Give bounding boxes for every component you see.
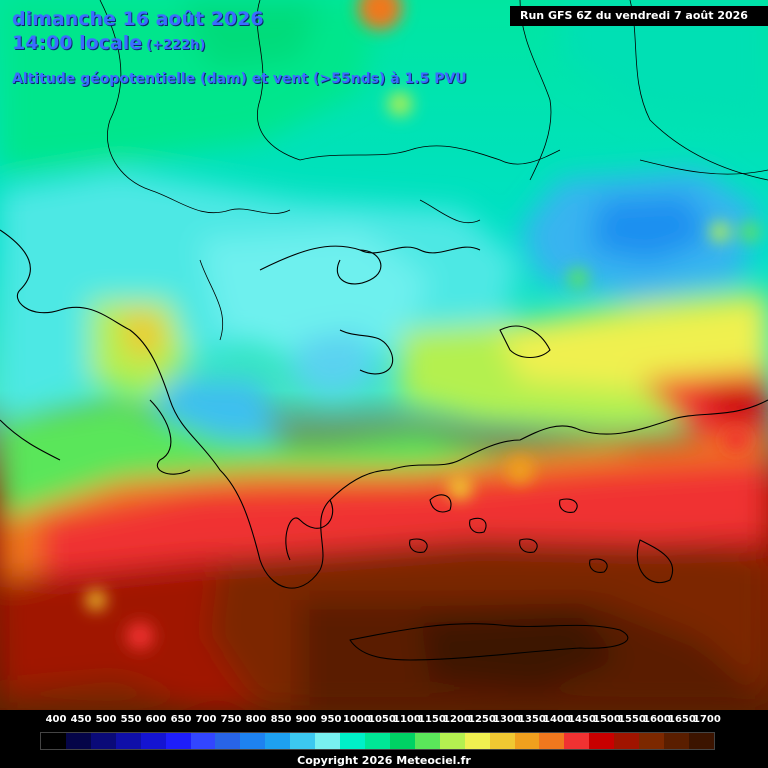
legend-label: 450 — [70, 714, 92, 725]
legend-label: 700 — [195, 714, 217, 725]
legend-swatch — [564, 733, 590, 749]
legend-swatch — [340, 733, 365, 749]
legend-swatch — [65, 733, 91, 749]
legend-swatch — [688, 733, 714, 749]
legend-swatch — [240, 733, 266, 749]
legend-swatch — [539, 733, 565, 749]
legend-label: 1250 — [468, 714, 496, 725]
legend-color-bar — [40, 732, 715, 750]
legend-swatch — [464, 733, 490, 749]
parameter-title: Altitude géopotentielle (dam) et vent (>… — [12, 71, 467, 87]
legend-swatch — [265, 733, 291, 749]
legend: 400 450 500 550 600 650 700 750 800 850 900 950 1000… — [0, 710, 768, 768]
legend-label: 1400 — [543, 714, 571, 725]
legend-label: 400 — [45, 714, 67, 725]
legend-swatch — [90, 733, 116, 749]
legend-label: 550 — [120, 714, 142, 725]
legend-swatch — [589, 733, 615, 749]
legend-labels: 400 450 500 550 600 650 700 750 800 850 900 950 1000… — [0, 714, 768, 728]
legend-label: 500 — [95, 714, 117, 725]
legend-swatch — [290, 733, 316, 749]
local-time: 14:00 locale — [12, 32, 143, 54]
legend-label: 1150 — [418, 714, 446, 725]
legend-swatch — [389, 733, 415, 749]
legend-label: 1700 — [693, 714, 721, 725]
legend-swatch — [115, 733, 141, 749]
legend-swatch — [514, 733, 540, 749]
legend-label: 1650 — [668, 714, 696, 725]
legend-swatch — [664, 733, 689, 749]
legend-label: 1550 — [618, 714, 646, 725]
run-info: Run GFS 6Z du vendredi 7 août 2026 — [510, 6, 768, 26]
legend-label: 800 — [245, 714, 267, 725]
legend-label: 1000 — [343, 714, 371, 725]
legend-swatch — [414, 733, 440, 749]
legend-label: 1450 — [568, 714, 596, 725]
legend-swatch — [439, 733, 465, 749]
legend-label: 1500 — [593, 714, 621, 725]
legend-swatch — [315, 733, 341, 749]
legend-label: 1100 — [393, 714, 421, 725]
lead-time: (+222h) — [146, 38, 206, 53]
legend-swatch — [215, 733, 241, 749]
legend-swatch — [489, 733, 515, 749]
legend-label: 650 — [170, 714, 192, 725]
legend-label: 1300 — [493, 714, 521, 725]
legend-label: 1350 — [518, 714, 546, 725]
legend-label: 1600 — [643, 714, 671, 725]
legend-label: 750 — [220, 714, 242, 725]
legend-swatch — [41, 733, 66, 749]
legend-swatch — [639, 733, 665, 749]
copyright: Copyright 2026 Meteociel.fr — [297, 754, 471, 767]
legend-swatch — [140, 733, 166, 749]
legend-label: 1200 — [443, 714, 471, 725]
legend-swatch — [165, 733, 191, 749]
legend-label: 600 — [145, 714, 167, 725]
legend-label: 900 — [295, 714, 317, 725]
legend-label: 850 — [270, 714, 292, 725]
legend-label: 950 — [320, 714, 342, 725]
forecast-date: dimanche 16 août 2026 — [12, 8, 264, 30]
forecast-time: 14:00 locale (+222h) — [12, 32, 205, 54]
legend-swatch — [190, 733, 216, 749]
legend-swatch — [614, 733, 640, 749]
legend-label: 1050 — [368, 714, 396, 725]
legend-swatch — [364, 733, 390, 749]
